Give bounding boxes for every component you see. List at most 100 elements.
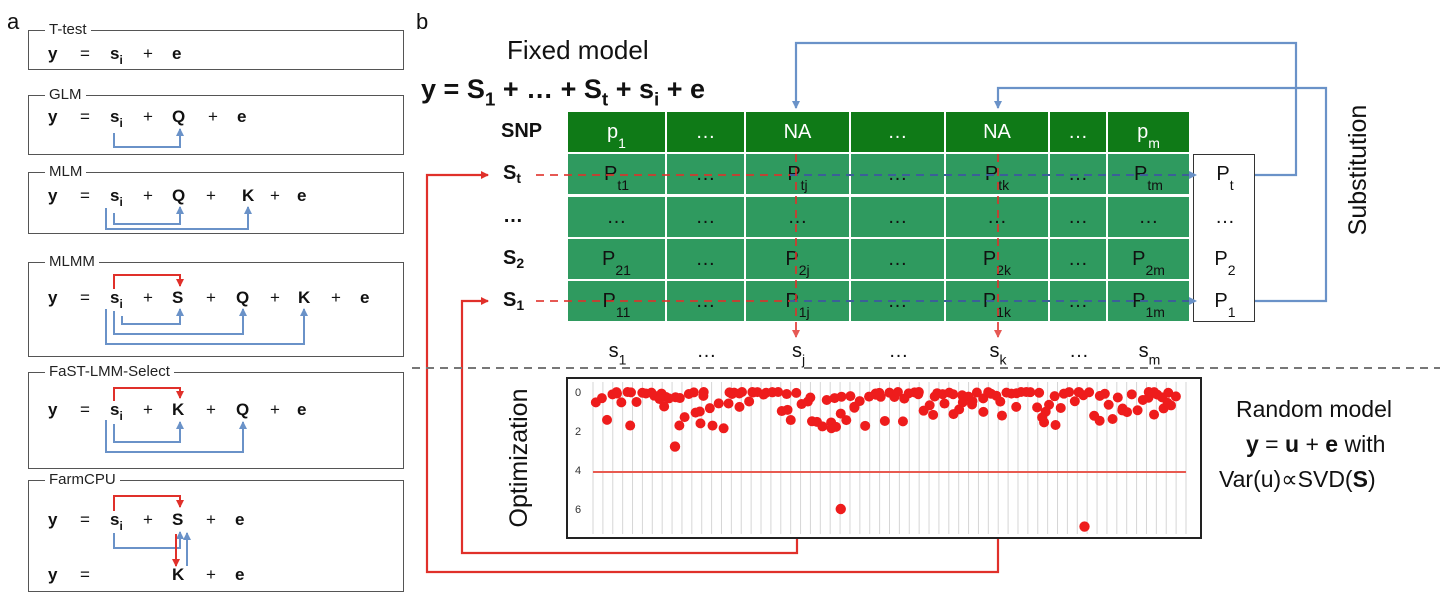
- snp-label-sub: k: [999, 351, 1007, 368]
- table-cell: P21: [568, 239, 665, 279]
- model-token: S: [172, 510, 184, 529]
- plot-outlier-point: [1079, 521, 1090, 532]
- header-cell: …: [667, 112, 744, 152]
- header-cell: NA: [946, 112, 1048, 152]
- plot-point: [835, 408, 846, 419]
- plot-point: [602, 414, 613, 425]
- row-label: S2: [503, 247, 525, 271]
- plot-point: [625, 420, 636, 431]
- plot-point: [1039, 417, 1050, 428]
- header-cell: …: [851, 112, 944, 152]
- plot-point: [841, 415, 852, 426]
- table-cell-sub: tk: [998, 177, 1010, 193]
- random-model-variance: Var(u)∝SVD(S): [1219, 466, 1376, 492]
- table-cell-sub: t1: [617, 177, 630, 193]
- model-token: +: [270, 288, 280, 307]
- model-token-sub: i: [119, 195, 123, 209]
- plot-point: [1103, 399, 1114, 410]
- row-label-sub: t: [516, 170, 522, 186]
- model-title: FarmCPU: [45, 471, 120, 489]
- plot-point: [879, 415, 890, 426]
- model-token: +: [331, 288, 341, 307]
- plot-point: [967, 399, 978, 410]
- snp-label-main: s: [989, 340, 1000, 362]
- table-cell: …: [667, 239, 744, 279]
- model-token: +: [143, 510, 153, 529]
- random-model-title: Random model: [1236, 396, 1392, 422]
- eq-s1-sub: 1: [484, 89, 496, 111]
- side-p-value-main: P: [1214, 248, 1228, 270]
- plot-point: [1166, 400, 1177, 411]
- table-cell: …: [1050, 197, 1106, 237]
- plot-point: [1064, 387, 1075, 398]
- header-cell-main: NA: [783, 121, 812, 143]
- eq-si-sub: i: [654, 89, 660, 111]
- model-token: K: [298, 288, 311, 307]
- model-token: =: [80, 44, 90, 63]
- plot-point: [860, 420, 871, 431]
- model-token: +: [206, 565, 216, 584]
- model-token: +: [143, 44, 153, 63]
- table-cell-sub: tj: [800, 177, 808, 193]
- model-title: GLM: [45, 86, 86, 104]
- side-p-value: Pt: [1196, 154, 1254, 194]
- model-token-sub: i: [119, 297, 123, 311]
- table-cell-main: …: [787, 206, 808, 228]
- header-cell-main: …: [1068, 121, 1088, 143]
- table-cell: …: [1108, 197, 1189, 237]
- plot-point: [874, 387, 885, 398]
- plot-point: [782, 404, 793, 415]
- table-cell-main: P: [602, 248, 616, 270]
- plot-point: [1132, 405, 1143, 416]
- row-label: S1: [503, 289, 525, 313]
- rm-var: Var(u): [1219, 466, 1282, 492]
- plot-frame: [566, 377, 1202, 539]
- rm-plus: +: [1299, 431, 1326, 457]
- snp-label: …: [667, 336, 746, 366]
- plot-point: [971, 387, 982, 398]
- plot-point: [734, 401, 745, 412]
- model-token: si: [110, 107, 123, 130]
- table-cell-main: …: [887, 290, 908, 312]
- table-cell-sub: tm: [1147, 177, 1163, 193]
- model-arrow: [113, 128, 184, 148]
- model-token: Q: [172, 186, 186, 205]
- proportional-icon: ∝: [1281, 466, 1298, 492]
- rm-e: e: [1325, 431, 1339, 457]
- plot-outlier-point: [669, 441, 681, 452]
- table-cell-sub: 2j: [798, 262, 810, 278]
- header-label: SNP: [501, 120, 543, 142]
- header-cell-main: …: [887, 121, 908, 143]
- table-cell-main: …: [887, 163, 908, 185]
- plot-point: [996, 410, 1007, 421]
- model-token-sub: i: [119, 116, 123, 130]
- table-cell-main: …: [1068, 248, 1088, 270]
- model-box-5: FarmCPU: [28, 471, 404, 592]
- eq-y: y: [421, 74, 437, 104]
- plot-point: [978, 406, 989, 417]
- plot-point: [596, 393, 607, 404]
- panel-a-arrows: [105, 128, 308, 567]
- plot-point: [791, 387, 802, 398]
- model-arrow: [113, 495, 184, 511]
- plot-point: [892, 387, 903, 398]
- model-title: MLM: [45, 163, 87, 181]
- row-label-sub: 1: [516, 297, 525, 313]
- model-arrow: [113, 531, 184, 549]
- header-cell-sub: 1: [618, 135, 626, 151]
- plot-point: [1055, 402, 1066, 413]
- side-p-value-sub: t: [1229, 177, 1234, 193]
- rm-eq: =: [1258, 431, 1286, 457]
- plot-point: [723, 398, 734, 409]
- side-p-value-main: …: [1215, 206, 1235, 228]
- plot-point: [1107, 413, 1118, 424]
- snp-label-main: …: [1069, 340, 1089, 362]
- model-token: e: [360, 288, 370, 307]
- rm-s: S: [1352, 466, 1368, 492]
- model-token: =: [80, 565, 90, 584]
- model-token: +: [143, 186, 153, 205]
- table-cell-main: …: [1068, 206, 1088, 228]
- plot-point: [695, 418, 706, 429]
- plot-point: [1099, 388, 1110, 399]
- plot-point: [939, 398, 950, 409]
